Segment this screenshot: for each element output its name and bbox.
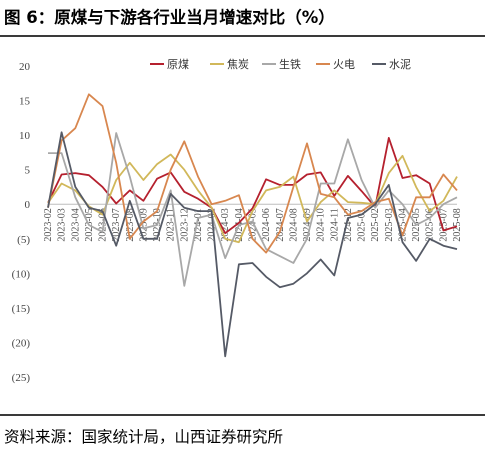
series-layer [47, 93, 458, 358]
x-tick-label: 2023-04 [70, 208, 81, 241]
x-tick-label: 2025-01 [357, 208, 368, 241]
x-tick-label: 2024-05 [248, 208, 259, 241]
legend-label: 火电 [333, 58, 355, 71]
x-tick-label: 2025-06 [425, 208, 436, 241]
x-tick-label: 2023-12 [179, 208, 190, 241]
x-tick-label: 2023-11 [166, 208, 177, 241]
x-tick-label: 2023-03 [57, 208, 68, 241]
y-tick-label: (15) [12, 303, 31, 315]
series-line-原煤 [47, 137, 458, 235]
series-line-焦炭 [47, 153, 458, 244]
series-line-水泥 [47, 131, 458, 358]
y-axis: 20 15 10 5 0 (5) (10) (15) (20) (25) [12, 61, 31, 384]
x-tick-label: 2025-03 [384, 208, 395, 241]
legend-item-水泥: 水泥 [372, 58, 411, 71]
y-tick-label: (10) [12, 268, 31, 280]
x-tick-label: 2025-04 [397, 208, 408, 241]
x-tick-label: 2023-02 [43, 208, 54, 241]
y-tick-label: (5) [17, 234, 30, 246]
series-line-火电 [47, 93, 458, 254]
legend-item-火电: 火电 [316, 58, 355, 71]
legend-item-焦炭: 焦炭 [210, 58, 249, 71]
x-tick-label: 2024-03 [220, 208, 231, 241]
x-tick-label: 2023-07 [111, 208, 122, 241]
y-tick-label: 5 [25, 165, 31, 177]
x-tick-label: 2024-12 [343, 208, 354, 241]
x-tick-label: 2025-08 [452, 208, 463, 241]
x-tick-label: 2024-11 [329, 208, 340, 241]
figure-title: 图 6：原煤与下游各行业当月增速对比（%） [4, 8, 335, 27]
source-note: 资料来源：国家统计局，山西证券研究所 [4, 428, 284, 446]
title-divider [0, 35, 485, 37]
y-tick-label: 0 [25, 199, 31, 211]
x-tick-label: 2025-07 [438, 208, 449, 241]
x-tick-label: 2023-09 [138, 208, 149, 241]
x-tick-label: 2025-02 [370, 208, 381, 241]
x-tick-label: 2024-10 [316, 208, 327, 241]
series-line-生铁 [48, 132, 458, 287]
legend: 原煤 焦炭 生铁 火电 水泥 [150, 57, 411, 71]
y-tick-label: (20) [12, 337, 31, 349]
x-tick-label: 2024-07 [275, 208, 286, 241]
y-tick-label: 10 [19, 130, 31, 142]
x-tick-label: 2024-08 [288, 208, 299, 241]
x-tick-label: 2023-08 [125, 208, 136, 241]
x-tick-label: 2024-06 [261, 208, 272, 241]
x-tick-label: 2024-09 [302, 208, 313, 241]
legend-label: 生铁 [279, 57, 301, 71]
legend-label: 原煤 [167, 58, 189, 71]
source-divider [0, 414, 485, 416]
y-tick-label: (25) [12, 372, 31, 384]
legend-label: 水泥 [389, 58, 411, 71]
y-tick-label: 20 [19, 61, 31, 73]
x-tick-label: 2024-01 [193, 208, 204, 241]
legend-item-生铁: 生铁 [262, 57, 301, 71]
legend-label: 焦炭 [227, 58, 249, 71]
y-tick-label: 15 [19, 96, 31, 108]
legend-item-原煤: 原煤 [150, 58, 189, 71]
